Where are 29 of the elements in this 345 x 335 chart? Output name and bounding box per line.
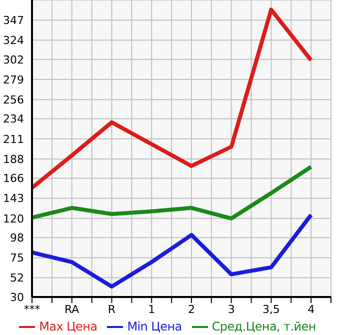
y-tick-label: 166 xyxy=(3,172,24,186)
y-tick-label: 234 xyxy=(3,112,24,126)
y-tick-label: 52 xyxy=(10,272,24,285)
x-tick-label: *** xyxy=(24,302,41,316)
y-tick-label: 188 xyxy=(3,152,24,166)
legend-label: Сред.Цена, т.йен xyxy=(212,319,316,334)
line-series xyxy=(32,164,314,220)
y-tick-label: 211 xyxy=(3,132,24,146)
legend-label: Max Цена xyxy=(39,319,98,334)
x-tick-label: R xyxy=(108,302,116,316)
y-tick-label: 302 xyxy=(3,53,24,66)
x-tick-label: RA xyxy=(64,302,80,316)
legend-label: Min Цена xyxy=(127,319,182,334)
y-tick-label: 347 xyxy=(3,14,24,27)
x-tick-label: 4 xyxy=(308,302,315,316)
y-tick-label: 256 xyxy=(3,93,24,106)
y-tick-label: 143 xyxy=(3,192,24,206)
line-series xyxy=(32,8,314,190)
y-tick-label: 279 xyxy=(3,73,24,86)
y-tick-label: 30 xyxy=(10,290,24,304)
y-tick-label: 120 xyxy=(3,212,24,226)
x-tick-label: 3,5 xyxy=(262,302,280,316)
y-tick-label: 98 xyxy=(10,232,24,245)
y-tick-label: 324 xyxy=(3,34,24,48)
line-series xyxy=(32,212,314,289)
x-tick-label: 1 xyxy=(148,302,156,316)
x-tick-label: 3 xyxy=(228,302,235,316)
x-tick-label: 2 xyxy=(188,302,195,316)
y-tick-label: 75 xyxy=(10,252,24,265)
